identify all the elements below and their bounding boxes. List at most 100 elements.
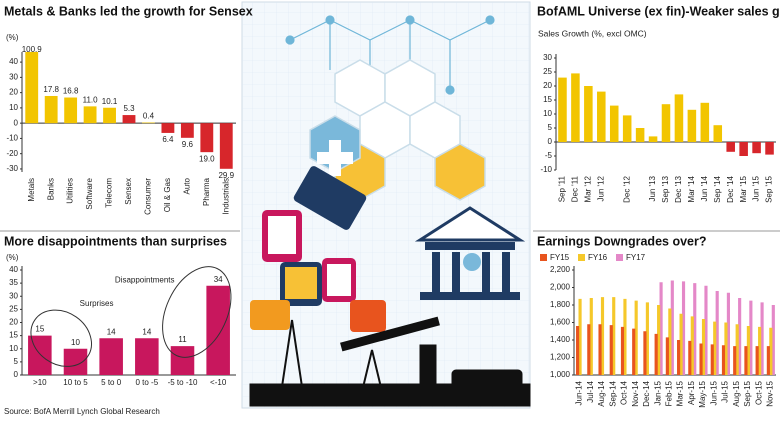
y-tick-label: 10 [9, 103, 18, 112]
bar [670, 280, 674, 375]
data-label: 15 [35, 325, 44, 334]
bar [724, 322, 728, 375]
chart-title: BofAML Universe (ex fin)-Weaker sales gr… [537, 4, 780, 18]
data-label: 14 [107, 327, 116, 336]
y-tick-label: 30 [9, 72, 18, 81]
bar [687, 109, 697, 142]
x-tick-label: Jul-15 [721, 380, 730, 402]
x-tick-label: Mar-15 [676, 380, 685, 406]
bar [661, 104, 671, 142]
bar [700, 102, 710, 142]
bar [679, 313, 683, 375]
bar [758, 326, 762, 375]
devices [250, 166, 386, 332]
x-tick-label: Industrials [221, 178, 230, 214]
x-tick-label: Aug-14 [597, 380, 606, 406]
y-tick-label: 5 [548, 123, 553, 132]
cross [317, 152, 353, 164]
x-tick-label: Mar '14 [687, 175, 696, 202]
x-tick-label: >10 [33, 378, 47, 387]
bar [170, 346, 195, 375]
x-tick-label: Sep '13 [661, 175, 670, 202]
x-tick-label: 0 to -5 [135, 378, 158, 387]
bar [733, 346, 737, 375]
x-tick-label: Aug-15 [732, 380, 741, 406]
bar [64, 97, 78, 124]
x-tick-label: Oct-15 [754, 380, 763, 405]
bar [576, 326, 580, 375]
bar [135, 338, 159, 375]
bar [587, 324, 591, 375]
y-tick-label: 20 [543, 81, 552, 90]
bar [623, 298, 627, 375]
bar [180, 123, 194, 138]
bar [668, 308, 672, 375]
annotation: Surprises [80, 299, 114, 308]
bar [634, 300, 638, 375]
bar [657, 305, 661, 375]
x-tick-label: Software [85, 177, 94, 209]
x-tick-label: Utilities [66, 178, 75, 204]
data-label: 10 [71, 338, 80, 347]
y-tick-label: -20 [6, 149, 18, 158]
chart-subtitle: Sales Growth (%, excl OMC) [538, 28, 647, 38]
bar [659, 282, 663, 375]
x-tick-label: Dec '11 [571, 175, 580, 202]
bar [752, 142, 761, 154]
data-label: 9.6 [182, 140, 194, 149]
x-tick-label: 5 to 0 [101, 378, 122, 387]
legend-swatch [578, 254, 585, 261]
y-tick-label: 40 [9, 57, 18, 66]
bar [690, 316, 694, 375]
data-label: 0.4 [143, 112, 155, 121]
x-tick-label: Sep-15 [743, 380, 752, 406]
y-tick-label: 0 [14, 118, 19, 127]
y-tick-label: -10 [6, 134, 18, 143]
x-tick-label: Dec '12 [622, 175, 631, 202]
y-tick-label: 25 [9, 304, 18, 313]
y-tick-label: 15 [9, 331, 18, 340]
y-tick-label: 1,000 [550, 370, 571, 379]
y-tick-label: 0 [548, 137, 553, 146]
bar [103, 107, 116, 124]
x-tick-label: Jul-14 [586, 380, 595, 402]
y-tick-label: 1,600 [550, 318, 571, 327]
data-label: 14 [142, 327, 151, 336]
bar [635, 128, 645, 142]
x-tick-label: Dec '14 [726, 175, 735, 202]
bar [578, 298, 582, 375]
y-tick-label: -10 [540, 165, 552, 174]
bar [710, 344, 714, 375]
bar [746, 326, 750, 375]
bar [44, 95, 58, 124]
x-tick-label: Telecom [105, 178, 114, 208]
bar [765, 142, 774, 155]
bar [609, 325, 613, 375]
bar [219, 123, 233, 169]
bar [648, 136, 658, 142]
bar [677, 340, 681, 375]
data-label: 10.1 [102, 97, 118, 106]
bar [598, 324, 602, 375]
legend-label: FY17 [626, 253, 646, 262]
bar [28, 335, 52, 375]
y-tick-label: 10 [543, 109, 552, 118]
bar [622, 115, 632, 142]
chart-title: Metals & Banks led the growth for Sensex [4, 4, 253, 18]
x-tick-label: Auto [182, 177, 191, 194]
data-label: 16.8 [63, 87, 79, 96]
x-tick-label: Mar '12 [583, 175, 592, 202]
annotation: Disappointments [115, 276, 175, 285]
bar [600, 297, 605, 375]
y-tick-label: 2,000 [550, 283, 571, 292]
x-tick-label: May-15 [698, 380, 707, 407]
y-tick-label: 1,200 [550, 353, 571, 362]
x-tick-label: Consumer [144, 178, 153, 215]
legend-label: FY15 [550, 253, 570, 262]
bar [726, 142, 735, 152]
y-tick-label: 0 [14, 370, 19, 379]
bar [206, 285, 230, 375]
annotation-ring [162, 266, 232, 358]
bar [701, 319, 706, 375]
y-tick-label: 35 [9, 278, 18, 287]
